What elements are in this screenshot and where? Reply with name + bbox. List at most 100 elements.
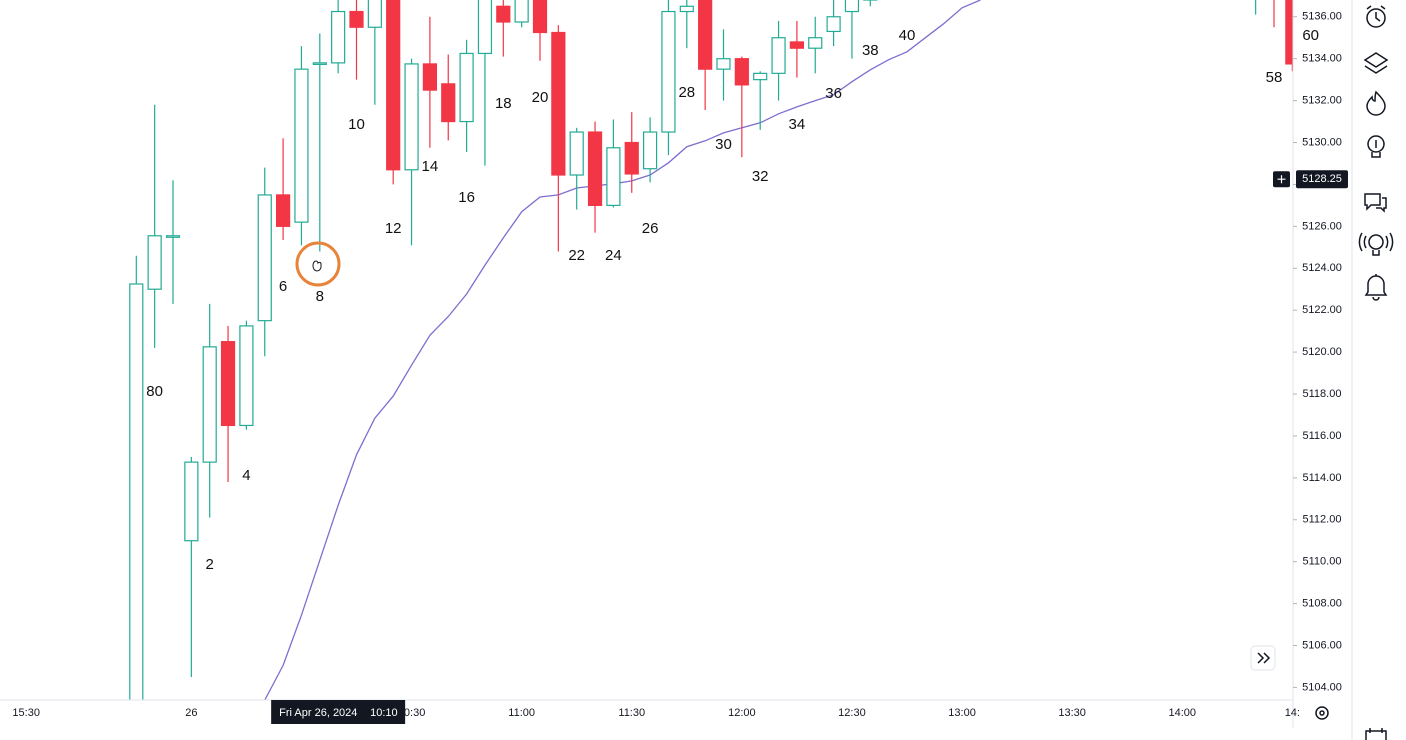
scroll-to-realtime-button[interactable] (1250, 645, 1276, 671)
bar-number: 12 (385, 220, 402, 237)
candle-body (753, 72, 768, 81)
bar-number: 34 (789, 116, 806, 133)
x-tick-label: 13:00 (948, 707, 976, 719)
streams-icon[interactable] (1358, 232, 1394, 256)
candle-body (367, 0, 382, 28)
candle-body (184, 461, 199, 542)
y-tick-label: 5136.00 (1302, 11, 1342, 23)
candle-body (661, 10, 676, 133)
candle-body (679, 5, 694, 13)
alarm-icon[interactable] (1366, 5, 1386, 28)
candle-body (331, 10, 346, 64)
candle-body (808, 37, 823, 49)
candle-body (716, 58, 731, 70)
bar-number: 36 (825, 85, 842, 102)
layers-icon[interactable] (1363, 52, 1389, 74)
x-tick-label: 11:00 (508, 707, 535, 719)
candle-body (569, 131, 584, 176)
y-tick-label: 5110.00 (1303, 556, 1342, 568)
bar-number: 60 (1302, 27, 1319, 44)
crosshair-time-box (271, 700, 406, 724)
bar-number: 20 (532, 89, 549, 106)
candle-body (551, 31, 566, 176)
candle-body (496, 5, 511, 23)
candle-body (165, 235, 181, 238)
settings-icon[interactable] (1315, 706, 1329, 720)
plot-area (129, 0, 1293, 700)
y-tick-label: 5134.00 (1302, 53, 1342, 65)
candle-body (642, 131, 658, 170)
bar-number: 80 (146, 383, 163, 400)
bar-number: 8 (316, 288, 324, 305)
calendar-icon[interactable] (1365, 728, 1387, 740)
x-tick-label: 11:30 (618, 707, 645, 719)
candle-body (441, 83, 456, 123)
bar-number: 38 (862, 42, 879, 59)
candle-body (220, 341, 236, 427)
candle-body (239, 325, 254, 427)
ideas-icon[interactable] (1367, 135, 1385, 158)
candle-body (294, 68, 309, 223)
crosshair-time: 10:10 (370, 707, 398, 719)
candle-body (844, 0, 860, 13)
x-tick-label: 13:30 (1058, 707, 1086, 719)
y-tick-label: 5114.00 (1303, 472, 1342, 484)
right-toolbar (1352, 0, 1406, 740)
y-tick-label: 5126.00 (1302, 220, 1342, 232)
candle-body (1285, 0, 1293, 65)
candle-body (624, 141, 639, 175)
hotlist-icon[interactable] (1366, 90, 1386, 116)
candle-body (532, 0, 548, 34)
y-tick-label: 5112.00 (1303, 514, 1342, 526)
candle-body (129, 283, 144, 700)
chat-icon[interactable] (1364, 193, 1387, 213)
bar-number: 26 (642, 220, 659, 237)
candle-body (276, 194, 291, 227)
candle-body (386, 0, 401, 171)
x-tick-label: 12:30 (838, 707, 866, 719)
add-alert-plus (1277, 175, 1286, 184)
bar-number: 4 (242, 467, 250, 484)
candle-body (606, 147, 621, 206)
candle-body (771, 37, 786, 74)
y-tick-label: 5130.00 (1302, 136, 1342, 148)
x-tick-label: 15:30 (12, 707, 40, 719)
candle-body (477, 0, 493, 55)
candle-body (202, 346, 217, 463)
price-marker-box (1296, 170, 1348, 189)
candle-body (147, 235, 162, 290)
ema-line (264, 0, 981, 700)
candle-body (422, 63, 437, 91)
candle-body (698, 0, 713, 70)
y-tick-label: 5106.00 (1302, 639, 1342, 651)
candle-body (257, 194, 272, 322)
bar-number: 28 (678, 84, 695, 101)
bar-number: 30 (715, 136, 732, 153)
x-tick-label: 14: (1285, 707, 1300, 719)
x-tick-label: 26 (185, 707, 197, 719)
bar-number: 18 (495, 95, 512, 112)
candle-body (789, 41, 805, 49)
candle-body (826, 16, 841, 33)
y-tick-label: 5132.00 (1302, 95, 1342, 107)
bar-number: 24 (605, 247, 622, 264)
y-tick-label: 5118.00 (1303, 388, 1342, 400)
bar-number: 16 (458, 189, 475, 206)
candle-body (514, 0, 529, 23)
candle-body (312, 62, 327, 65)
notifications-icon[interactable] (1364, 274, 1388, 301)
y-tick-label: 5108.00 (1302, 597, 1342, 609)
bar-number: 14 (422, 158, 439, 175)
y-tick-label: 5104.00 (1302, 681, 1342, 693)
y-tick-label: 5122.00 (1302, 304, 1342, 316)
candle-body (734, 58, 749, 86)
bar-number: 58 (1266, 69, 1283, 86)
price-axis: 5104.00 5106.00 5108.00 5110.00 5112.00 5114.… (1293, 11, 1342, 693)
candle-body (404, 63, 419, 171)
candle-body (349, 10, 364, 28)
bar-number: 22 (568, 247, 585, 264)
y-tick-label: 5124.00 (1302, 262, 1342, 274)
